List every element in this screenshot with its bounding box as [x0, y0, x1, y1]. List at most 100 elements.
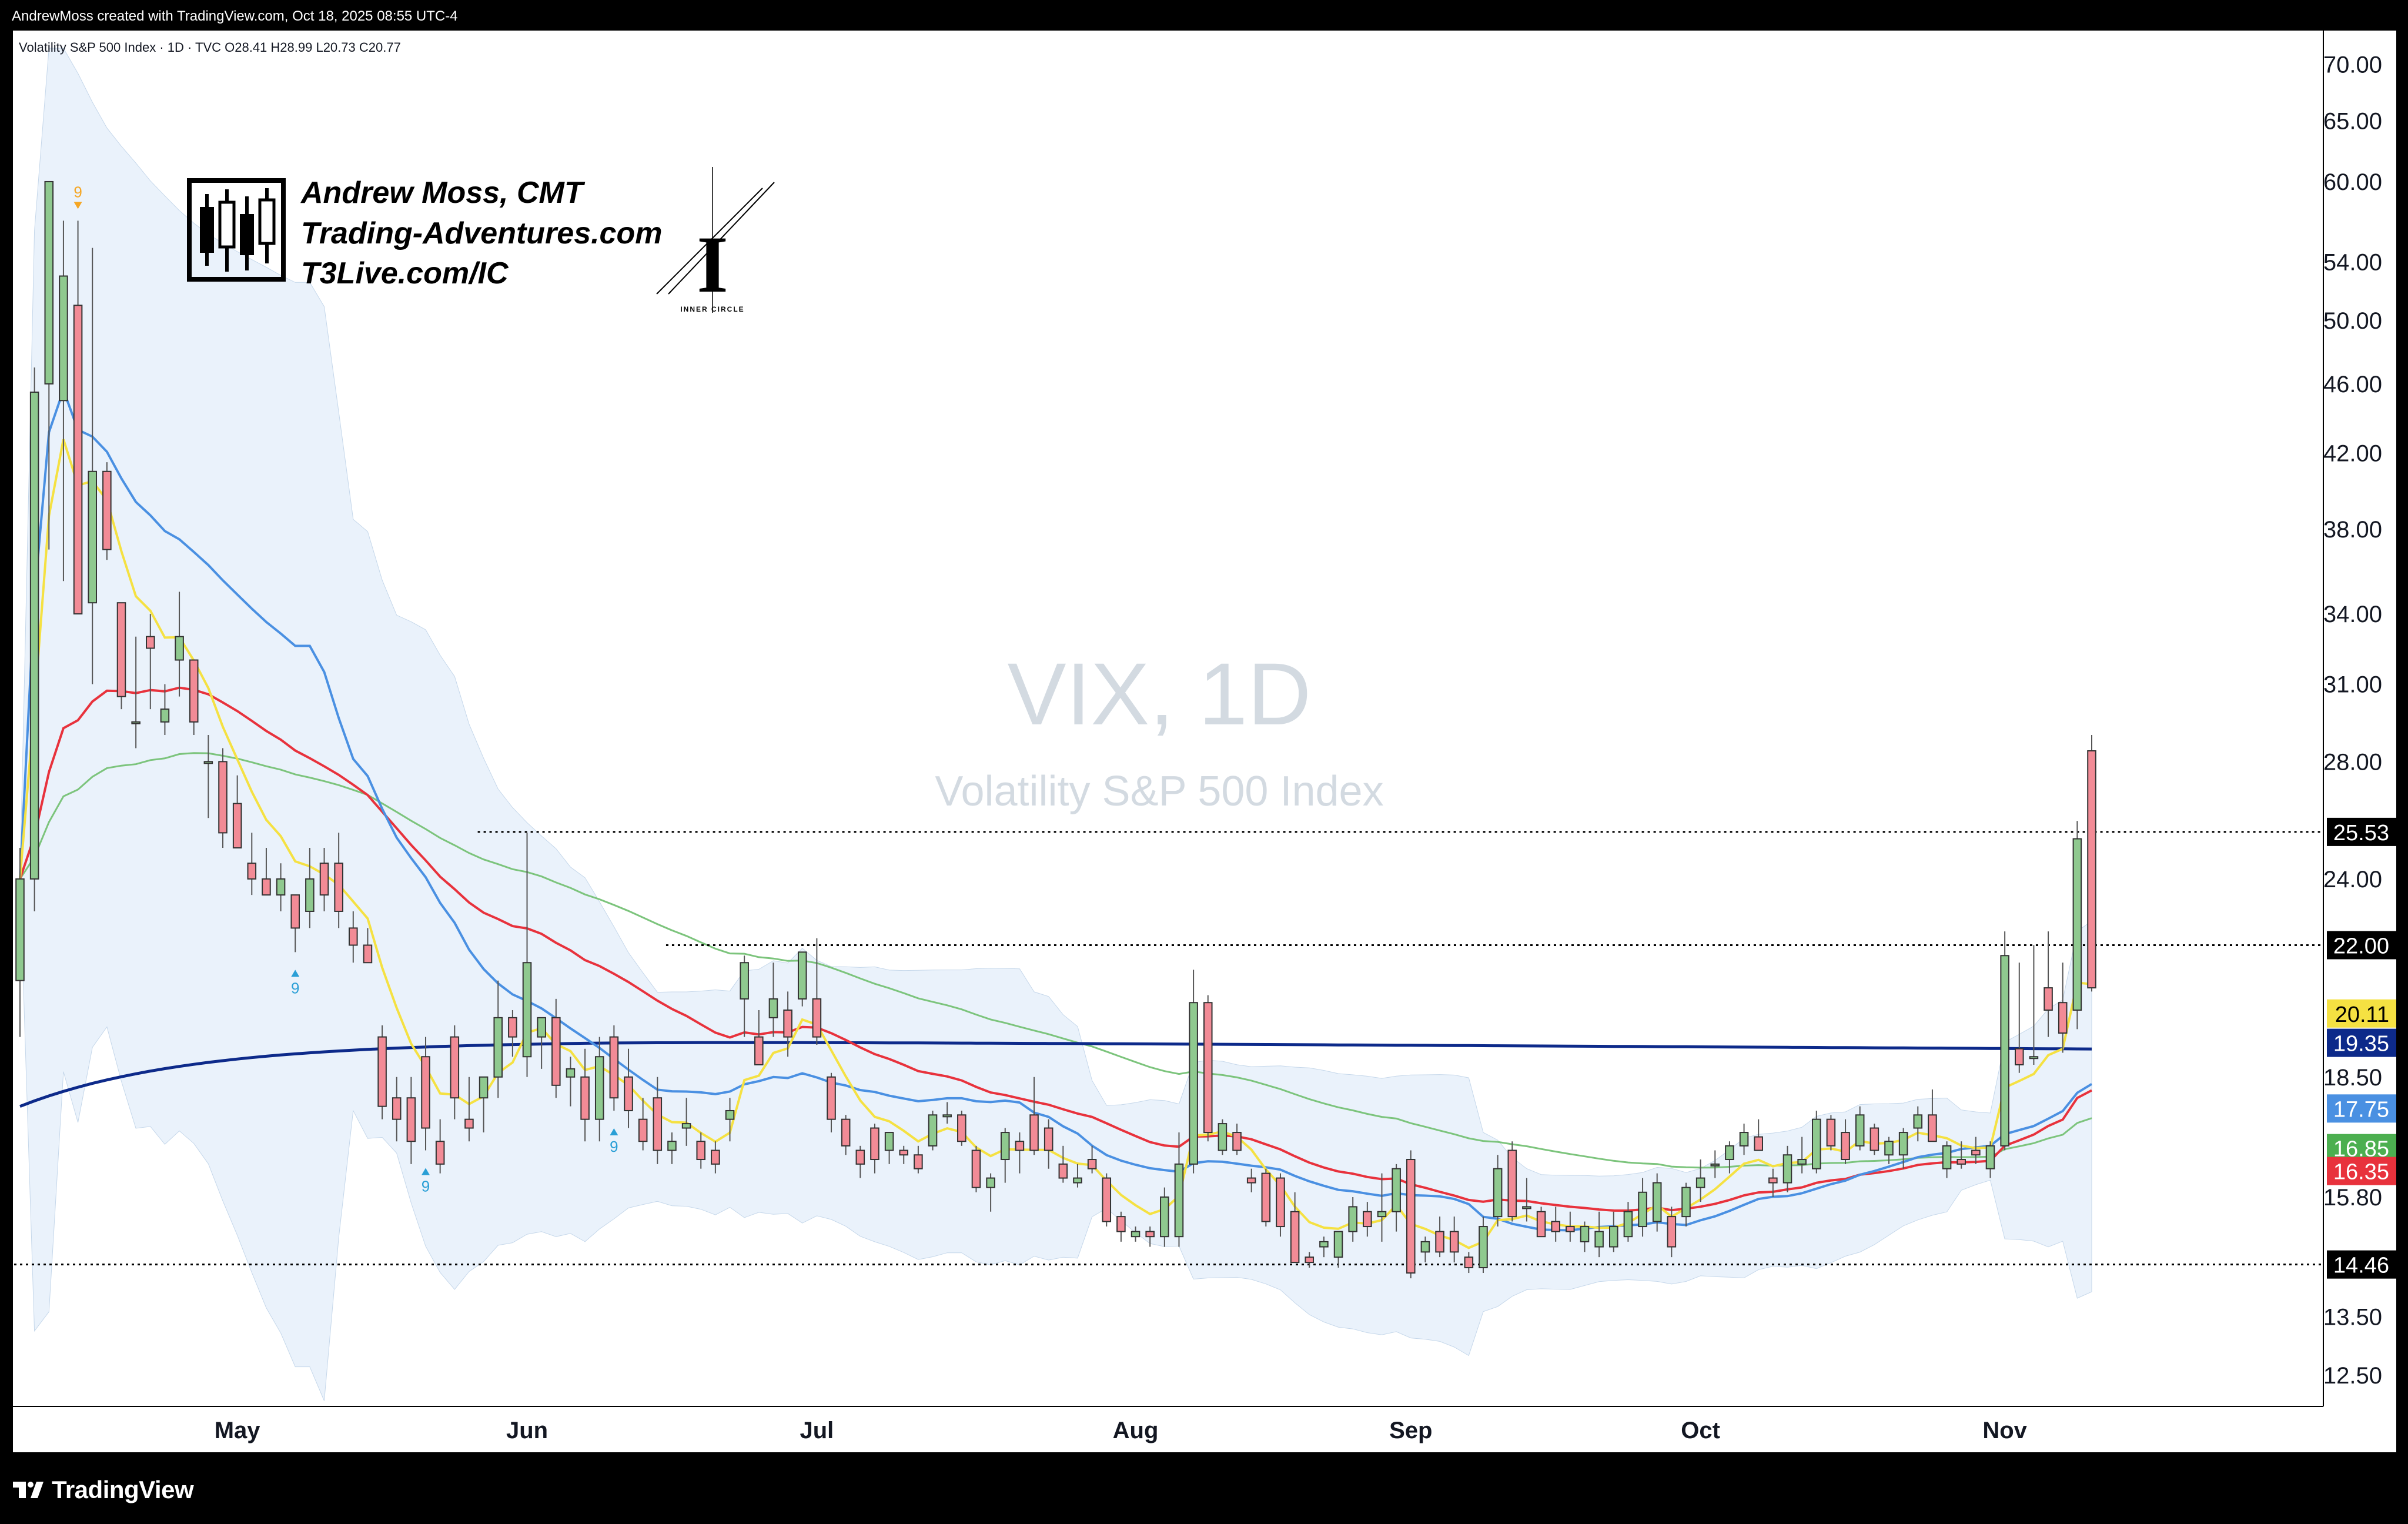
candle — [73, 220, 83, 615]
candle-body — [1116, 1216, 1126, 1232]
month-label-4: Sep — [1389, 1418, 1432, 1443]
candle — [1695, 1159, 1705, 1202]
candle-body — [566, 1068, 576, 1078]
candle-body — [175, 636, 184, 661]
candle-body — [971, 1149, 981, 1188]
candle-body — [1507, 1149, 1517, 1218]
candle — [827, 1072, 836, 1133]
candle — [131, 636, 141, 748]
candle-body — [116, 602, 126, 697]
price-tick-11: 24.00 — [2323, 867, 2382, 893]
brand-t3live: T3Live.com/IC — [301, 256, 509, 290]
candle-body — [1768, 1177, 1778, 1184]
price-tag-text: 25.53 — [2333, 821, 2389, 845]
candle-body — [812, 998, 822, 1038]
candle — [522, 833, 532, 1077]
candle — [319, 848, 329, 911]
candle — [189, 659, 199, 735]
price-tick-0: 70.00 — [2323, 52, 2382, 78]
candle — [653, 1077, 663, 1164]
month-label-6: Nov — [1982, 1418, 2027, 1443]
candle — [594, 1037, 604, 1142]
price-tick-4: 50.00 — [2323, 308, 2382, 334]
month-label-3: Aug — [1113, 1418, 1159, 1443]
candle — [2072, 821, 2082, 1030]
price-tag-text: 17.75 — [2333, 1097, 2389, 1122]
candle — [276, 863, 286, 911]
candle — [435, 1119, 445, 1174]
brand-website: Trading-Adventures.com — [301, 216, 662, 250]
candle — [1507, 1141, 1517, 1222]
candle — [1739, 1124, 1749, 1155]
chart-panel[interactable]: VIX, 1D Volatility S&P 500 Index Volatil… — [13, 31, 2396, 1452]
candle — [175, 591, 184, 697]
candle — [1898, 1128, 1908, 1169]
price-tag-bg — [2327, 1028, 2396, 1057]
candle — [247, 833, 257, 895]
seq-arrow-2 — [422, 1168, 430, 1175]
candle-body — [1058, 1163, 1068, 1179]
symbol-legend[interactable]: Volatility S&P 500 Index · 1D · TVC O28.… — [19, 40, 401, 55]
candle — [624, 1048, 633, 1128]
candle-body — [1160, 1196, 1169, 1238]
candle — [1015, 1132, 1025, 1174]
candle — [957, 1110, 966, 1146]
candle — [1811, 1110, 1821, 1174]
candle-body — [797, 951, 807, 1000]
candle — [914, 1145, 923, 1174]
candle-body — [1638, 1191, 1647, 1228]
candle — [1782, 1145, 1792, 1192]
candle-body — [1493, 1168, 1503, 1218]
time-axis[interactable]: May Jun Jul Aug Sep Oct Nov — [13, 1406, 2323, 1443]
price-tag-text: 14.46 — [2333, 1254, 2389, 1278]
candle-body — [464, 1118, 474, 1129]
price-axis[interactable]: 70.00 65.00 60.00 54.00 50.00 46.00 42.00 38.00… — [2323, 31, 2382, 1406]
chart-author-caption: AndrewMoss created with TradingView.com,… — [12, 8, 458, 24]
month-label-1: Jun — [506, 1418, 548, 1443]
candle-body — [2044, 987, 2053, 1011]
candle — [116, 602, 126, 710]
candle-body — [1044, 1127, 1054, 1151]
candle — [681, 1098, 691, 1146]
price-tick-10: 28.00 — [2323, 749, 2382, 775]
candle-body — [754, 1036, 764, 1065]
candle-body — [1246, 1177, 1256, 1184]
candle — [1536, 1206, 1546, 1238]
tradingview-brand[interactable]: TradingView — [13, 1473, 194, 1506]
candle-body — [1029, 1114, 1039, 1151]
candle-body — [1348, 1206, 1357, 1232]
candle-body — [928, 1114, 938, 1147]
candle-body — [1739, 1132, 1749, 1147]
vix-candlestick-chart[interactable]: VIX, 1D Volatility S&P 500 Index Volatil… — [13, 31, 2396, 1452]
candle-body — [1782, 1154, 1792, 1184]
candle-body — [218, 761, 228, 834]
watermark-name: Volatility S&P 500 Index — [935, 768, 1383, 815]
price-tick-13: 15.80 — [2323, 1185, 2382, 1211]
price-tag-2: 20.11 — [2327, 999, 2396, 1028]
candle — [44, 181, 54, 550]
candle-body — [421, 1056, 430, 1129]
candle — [1131, 1226, 1141, 1242]
ema-yellow-line — [19, 439, 2092, 1249]
candle — [1174, 1132, 1184, 1247]
candle-body — [392, 1097, 402, 1120]
candle — [1087, 1145, 1097, 1174]
candle-body — [2015, 1048, 2024, 1065]
seq-arrow-0 — [73, 202, 82, 209]
candle-body — [1551, 1221, 1560, 1232]
price-tick-15: 12.50 — [2323, 1363, 2382, 1389]
candle — [203, 734, 213, 818]
candle — [334, 833, 343, 928]
candle-body — [450, 1036, 460, 1099]
candle-body — [1884, 1141, 1894, 1156]
candle — [841, 1115, 851, 1155]
seq-label-1: 9 — [291, 979, 299, 997]
candle-body — [827, 1076, 836, 1120]
candle-body — [2058, 1002, 2068, 1034]
candle — [377, 1025, 387, 1119]
candle-body — [276, 878, 286, 896]
candle — [29, 367, 39, 911]
candle-body — [1319, 1241, 1329, 1248]
candle-body — [1855, 1114, 1865, 1147]
